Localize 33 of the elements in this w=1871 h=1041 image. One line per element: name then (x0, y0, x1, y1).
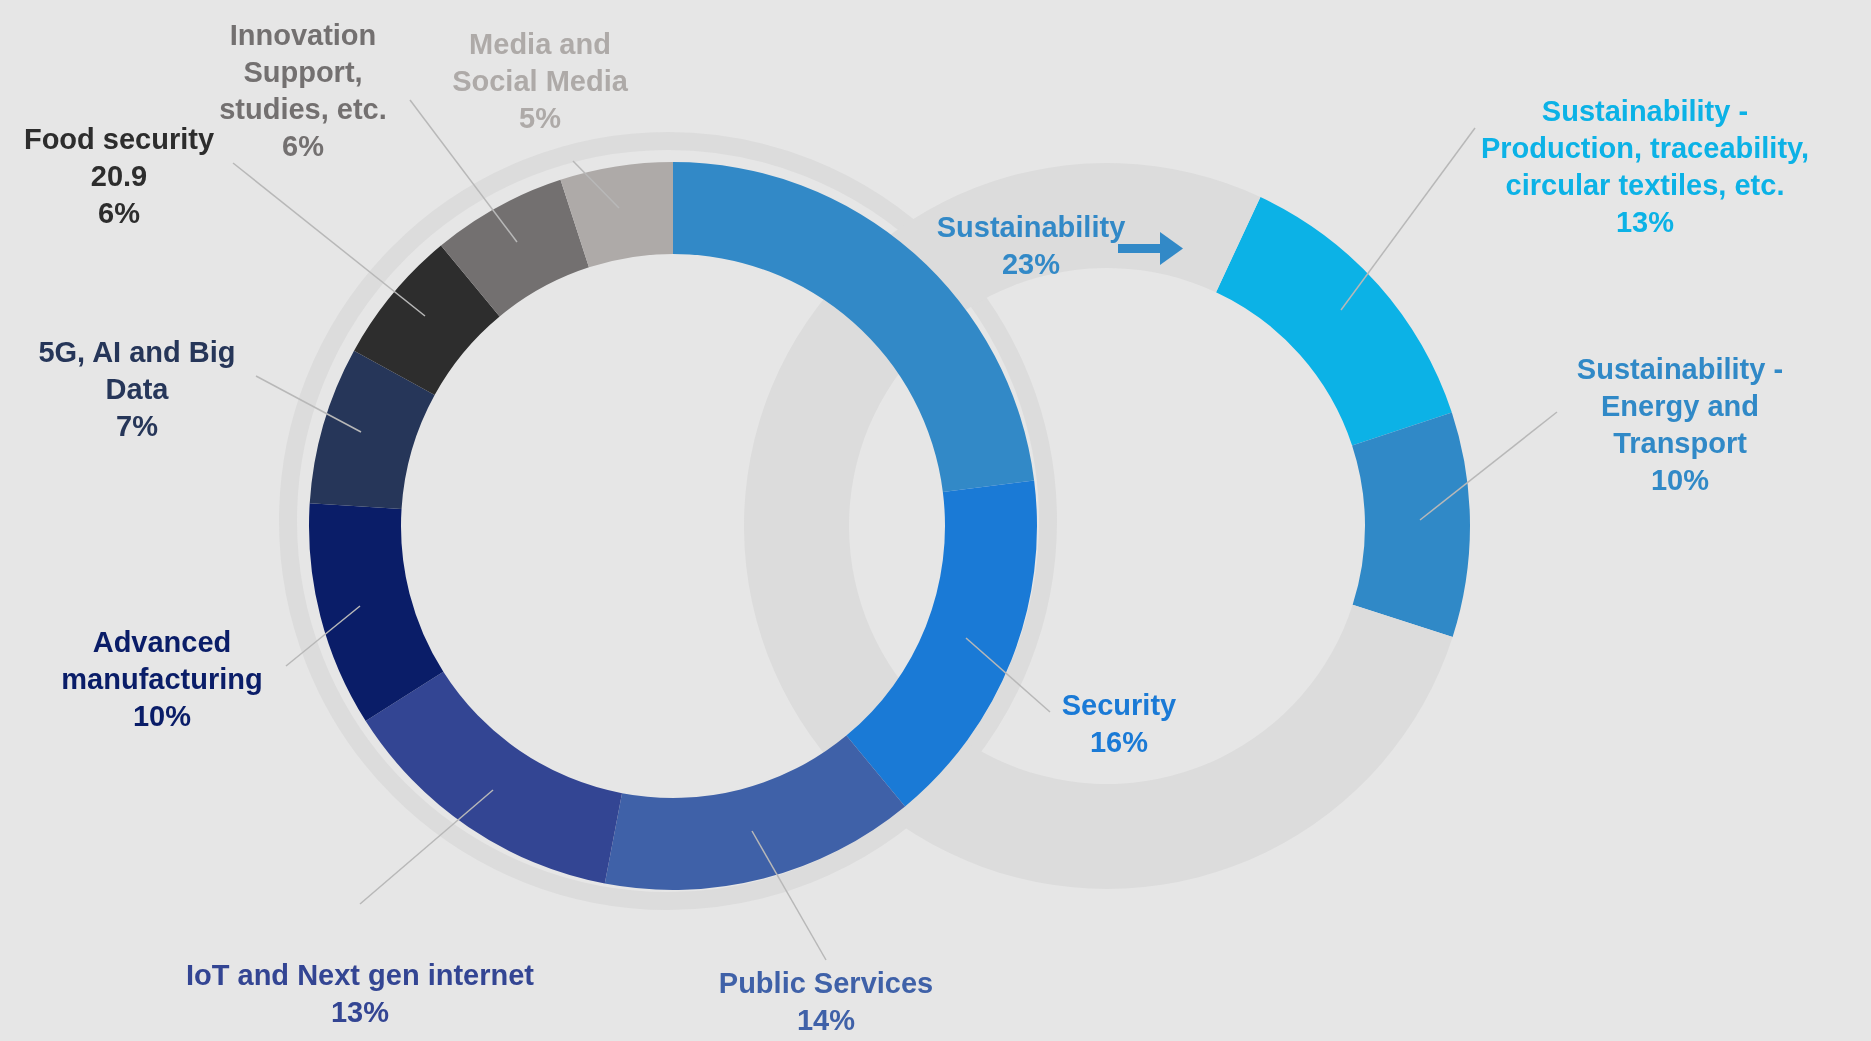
slice-label: Media and Social Media (452, 27, 629, 97)
donut-slice (1352, 412, 1470, 637)
data-label: 23% (1001, 247, 1061, 280)
donut-slice (440, 179, 589, 317)
donut-slice (744, 163, 1453, 889)
donut-slice (604, 735, 906, 890)
data-label: 6% (98, 196, 141, 229)
data-label: 7% (116, 409, 159, 442)
slice-label: Sustainability (936, 210, 1126, 243)
donut-slice (354, 245, 500, 395)
data-label: 10% (132, 699, 192, 732)
donut-slice (365, 671, 623, 884)
slice-label: Security (1061, 688, 1177, 721)
slice-label: Food security 20.9 (23, 122, 215, 192)
donut-slice (1216, 197, 1452, 446)
donut-slice (309, 350, 435, 509)
data-label: 13% (330, 995, 390, 1028)
slice-label: 5G, AI and Big Data (38, 335, 236, 405)
slice-label: Public Services (718, 966, 934, 999)
data-label: 14% (796, 1003, 856, 1036)
slice-label: Sustainability - Energy and Transport (1576, 352, 1784, 459)
data-label: 10% (1650, 463, 1710, 496)
slice-label: IoT and Next gen internet (185, 958, 535, 991)
data-label: 13% (1615, 205, 1675, 238)
donut-slice (560, 162, 673, 268)
donut-slice (846, 480, 1037, 807)
data-label: 5% (519, 101, 562, 134)
data-label: 6% (282, 129, 325, 162)
data-label: 16% (1089, 725, 1149, 758)
donut-slice (309, 503, 444, 722)
slice-label: Sustainability - Production, traceability, circular textiles, etc. (1480, 94, 1810, 201)
slice-label: Advanced manufacturing (61, 625, 263, 695)
slice-label: Innovation Support, studies, etc. (219, 18, 387, 125)
